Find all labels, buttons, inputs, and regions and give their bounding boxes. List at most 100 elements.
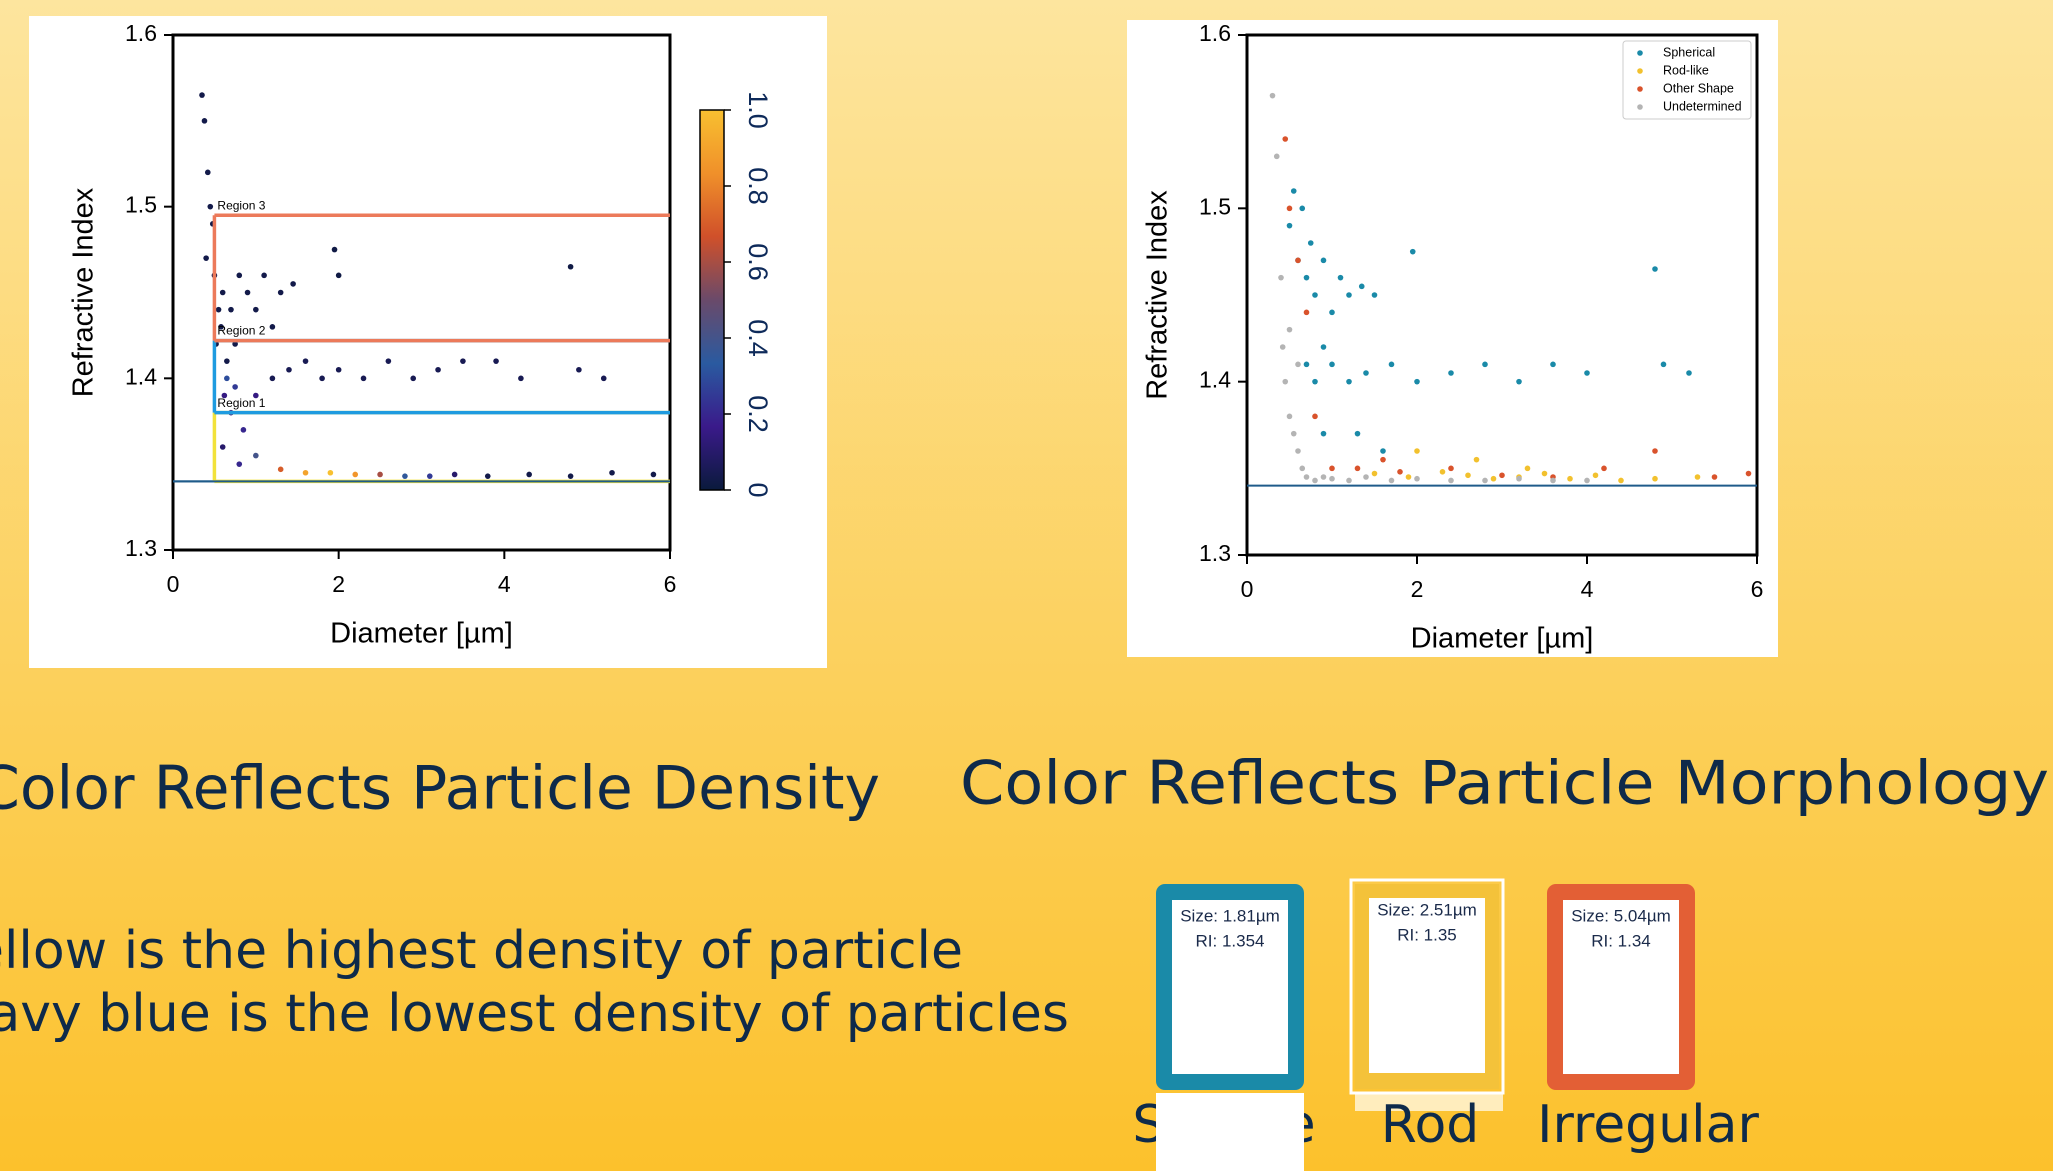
point bbox=[253, 392, 259, 399]
point bbox=[1295, 448, 1301, 454]
point bbox=[1354, 465, 1361, 472]
card-shadow bbox=[1355, 1093, 1503, 1111]
plot-frame bbox=[171, 33, 672, 552]
point bbox=[1414, 475, 1420, 482]
point bbox=[410, 375, 417, 382]
legend-label: Undetermined bbox=[1663, 99, 1742, 113]
x-tick-label: 0 bbox=[167, 571, 180, 597]
colorbar-tick-label: 0 bbox=[743, 482, 773, 497]
legend-marker bbox=[1637, 104, 1643, 110]
legend-marker bbox=[1637, 68, 1643, 74]
point bbox=[1303, 361, 1310, 368]
point bbox=[1380, 448, 1386, 454]
point bbox=[1660, 361, 1667, 368]
point bbox=[1652, 475, 1658, 482]
point bbox=[1346, 292, 1352, 298]
point bbox=[1286, 205, 1293, 212]
point bbox=[269, 324, 276, 330]
region-label: Region 3 bbox=[217, 198, 265, 212]
point bbox=[302, 358, 309, 364]
point bbox=[201, 118, 208, 124]
point bbox=[402, 473, 408, 479]
x-tick-label: 6 bbox=[664, 571, 677, 597]
point bbox=[1358, 283, 1365, 290]
y-tick-label: 1.6 bbox=[1199, 20, 1231, 46]
point bbox=[253, 306, 259, 313]
point bbox=[1439, 469, 1446, 475]
point bbox=[1278, 274, 1284, 281]
point bbox=[1482, 477, 1488, 484]
point bbox=[290, 281, 296, 287]
y-axis-label: Refractive Index bbox=[1142, 190, 1174, 400]
point bbox=[228, 306, 234, 313]
point bbox=[451, 471, 458, 478]
point bbox=[221, 392, 228, 399]
colorbar bbox=[699, 109, 725, 491]
point bbox=[1303, 274, 1310, 281]
point bbox=[1303, 474, 1310, 480]
point bbox=[1711, 474, 1718, 480]
point bbox=[1388, 361, 1395, 368]
legend-label: Rod-like bbox=[1663, 63, 1709, 77]
point bbox=[600, 375, 607, 382]
point bbox=[1409, 248, 1416, 255]
legend-label: Spherical bbox=[1663, 45, 1715, 59]
point bbox=[385, 358, 392, 364]
point bbox=[224, 375, 230, 382]
card-photo bbox=[1369, 898, 1485, 1073]
point bbox=[1329, 465, 1335, 472]
point bbox=[484, 473, 491, 479]
card-label: Rod bbox=[1381, 1095, 1480, 1155]
card-size: Size: 1.81µm bbox=[1180, 906, 1280, 925]
point bbox=[207, 203, 214, 210]
point bbox=[1299, 205, 1306, 212]
point bbox=[1490, 475, 1497, 482]
point bbox=[1307, 240, 1314, 246]
x-tick-label: 2 bbox=[1411, 576, 1424, 602]
point bbox=[1592, 472, 1599, 479]
point bbox=[1414, 378, 1420, 385]
y-tick-label: 1.4 bbox=[1199, 367, 1231, 393]
point bbox=[1337, 274, 1344, 281]
card-photo bbox=[1172, 900, 1288, 1074]
y-tick-label: 1.5 bbox=[1199, 193, 1231, 219]
legend-marker bbox=[1637, 86, 1643, 92]
point bbox=[240, 427, 247, 433]
colorbar-tick-label: 0.8 bbox=[743, 167, 773, 205]
point bbox=[1290, 188, 1297, 194]
point bbox=[1329, 475, 1335, 482]
point bbox=[1694, 474, 1701, 480]
point bbox=[269, 375, 276, 382]
plot-frame bbox=[1245, 33, 1759, 557]
region-label: Region 2 bbox=[217, 324, 265, 338]
point bbox=[1516, 475, 1522, 482]
x-tick-label: 4 bbox=[498, 571, 511, 597]
legend-label: Other Shape bbox=[1663, 81, 1734, 95]
point bbox=[1363, 474, 1369, 480]
point bbox=[426, 473, 433, 479]
point bbox=[1541, 470, 1548, 477]
point bbox=[1371, 292, 1378, 298]
point bbox=[1380, 456, 1386, 463]
point bbox=[352, 471, 359, 478]
point bbox=[1745, 470, 1752, 477]
card-ri: RI: 1.35 bbox=[1397, 925, 1457, 944]
point bbox=[199, 92, 205, 98]
card-size: Size: 2.51µm bbox=[1377, 900, 1477, 919]
point bbox=[1482, 361, 1488, 368]
point bbox=[576, 366, 582, 373]
colorbar-tick-label: 1.0 bbox=[743, 91, 773, 129]
point bbox=[335, 272, 342, 279]
point bbox=[360, 375, 367, 382]
point bbox=[1601, 465, 1607, 472]
point bbox=[567, 263, 574, 270]
heading: Color Reflects Particle Density bbox=[0, 754, 880, 824]
point bbox=[1295, 361, 1301, 368]
y-tick-label: 1.6 bbox=[125, 20, 157, 46]
colorbar-tick-label: 0.6 bbox=[743, 243, 773, 281]
point bbox=[219, 444, 226, 450]
card-outline bbox=[1349, 878, 1505, 1095]
point bbox=[1295, 257, 1301, 264]
point bbox=[1273, 153, 1280, 160]
point bbox=[1282, 136, 1289, 142]
